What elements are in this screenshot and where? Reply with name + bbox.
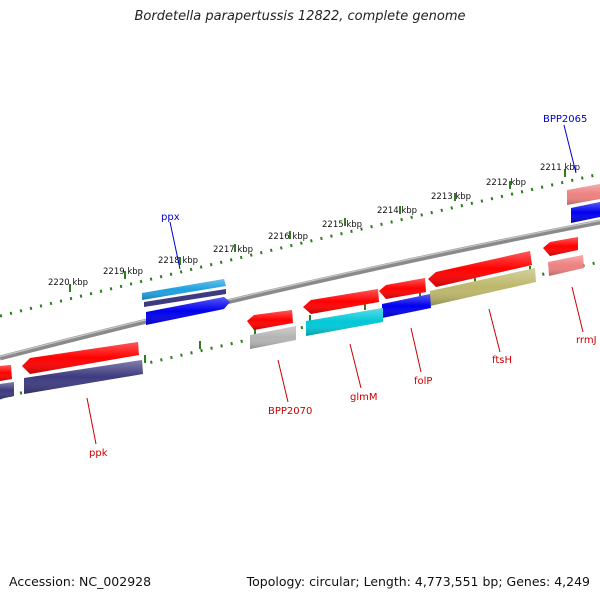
gene-ppx[interactable]	[142, 279, 230, 325]
label-rrmJ: rrmJ	[576, 335, 597, 346]
scale-label-2211: 2211 kbp	[540, 163, 580, 173]
map-title: Bordetella parapertussis 12822, complete…	[134, 9, 466, 24]
gene-folP[interactable]	[379, 278, 431, 318]
topology-text: Topology: circular; Length: 4,773,551 bp…	[246, 574, 590, 589]
scale-label-2217: 2217 kbp	[213, 245, 253, 255]
leader-lines	[86, 124, 584, 445]
scale-label-2213: 2213 kbp	[431, 192, 471, 202]
genome-backbone-highlight	[0, 219, 600, 358]
gene-ppk[interactable]	[22, 342, 143, 394]
gene-BPP2065[interactable]	[567, 184, 600, 223]
gene-left-edge[interactable]	[0, 365, 14, 399]
accession-text: Accession: NC_002928	[9, 574, 152, 589]
scale-label-2219: 2219 kbp	[103, 267, 143, 277]
label-BPP2065: BPP2065	[543, 114, 587, 125]
outer-tick-ring	[0, 172, 600, 318]
label-ftsH: ftsH	[492, 355, 512, 366]
gene-ftsH[interactable]	[428, 251, 536, 306]
label-glmM: glmM	[350, 392, 378, 403]
gene-BPP2070[interactable]	[247, 310, 296, 349]
scale-label-2216: 2216 kbp	[268, 232, 308, 242]
gene-labels: BPP2065 ppx rrmJ ftsH folP glmM BPP2070 …	[89, 114, 597, 459]
label-BPP2070: BPP2070	[268, 406, 312, 417]
genome-backbone	[0, 219, 600, 361]
scale-label-2214: 2214 kbp	[377, 206, 417, 216]
scale-label-2212: 2212 kbp	[486, 178, 526, 188]
label-ppx: ppx	[161, 212, 180, 223]
gene-rrmJ-group[interactable]	[543, 237, 584, 276]
scale-label-2215: 2215 kbp	[322, 220, 362, 230]
gene-glmM[interactable]	[303, 289, 383, 336]
outer-major-ticks	[69, 169, 566, 292]
label-ppk: ppk	[89, 448, 108, 459]
label-folP: folP	[414, 376, 432, 387]
scale-label-2220: 2220 kbp	[48, 278, 88, 288]
